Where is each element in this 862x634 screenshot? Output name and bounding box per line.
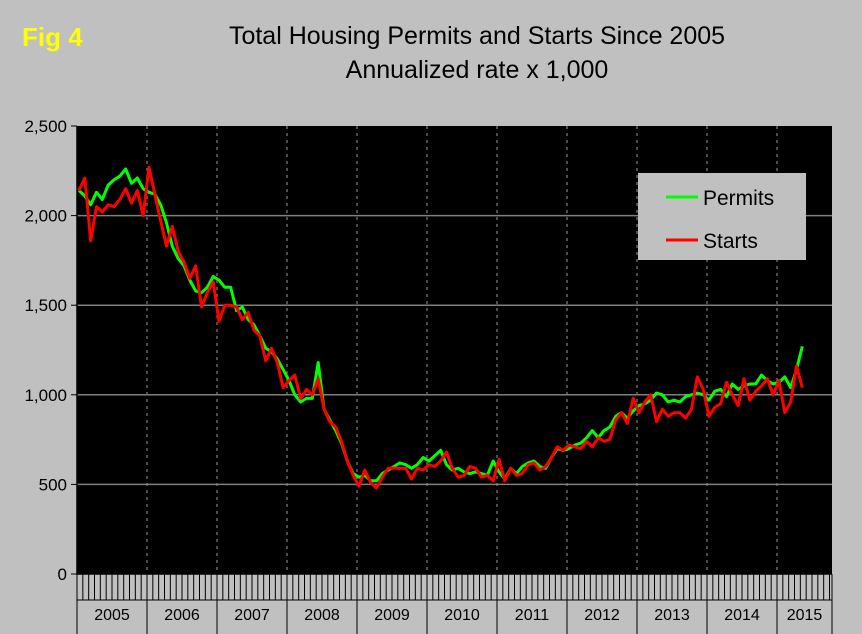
x-tick-label: 2015 [787, 607, 823, 624]
series-starts-line [77, 165, 804, 490]
y-tick-label: 0 [58, 565, 67, 584]
legend: Permits Starts [638, 173, 806, 260]
chart-subtitle: Annualized rate x 1,000 [345, 56, 609, 84]
x-tick-label: 2009 [374, 607, 410, 624]
y-tick-label: 2,000 [24, 207, 67, 226]
x-tick-label: 2008 [304, 607, 340, 624]
figure-badge: Fig 4 [22, 22, 83, 52]
y-tick-label: 2,500 [24, 117, 67, 136]
series-lines [77, 165, 804, 490]
x-tick-label: 2007 [234, 607, 270, 624]
x-tick-label: 2013 [654, 607, 690, 624]
x-tick-label: 2014 [724, 607, 760, 624]
grid [77, 126, 832, 574]
y-tick-label: 1,500 [24, 296, 67, 315]
chart-title: Total Housing Permits and Starts Since 2… [228, 22, 726, 50]
legend-starts-label: Starts [703, 230, 758, 253]
x-tick-label: 2010 [444, 607, 480, 624]
x-tick-label: 2006 [164, 607, 200, 624]
x-tick-label: 2011 [515, 607, 550, 624]
x-axis: 2005 2006 2007 2008 2009 2010 2011 2012 2013 2014… [76, 573, 833, 634]
x-tick-label: 2012 [584, 607, 620, 624]
x-tick-label: 2005 [94, 607, 130, 624]
y-tick-label: 1,000 [24, 386, 67, 405]
y-tick-label: 500 [39, 475, 67, 494]
legend-box [638, 173, 806, 260]
y-axis: 0 500 1,000 1,500 2,000 2,500 [24, 117, 78, 584]
legend-permits-label: Permits [703, 187, 774, 210]
